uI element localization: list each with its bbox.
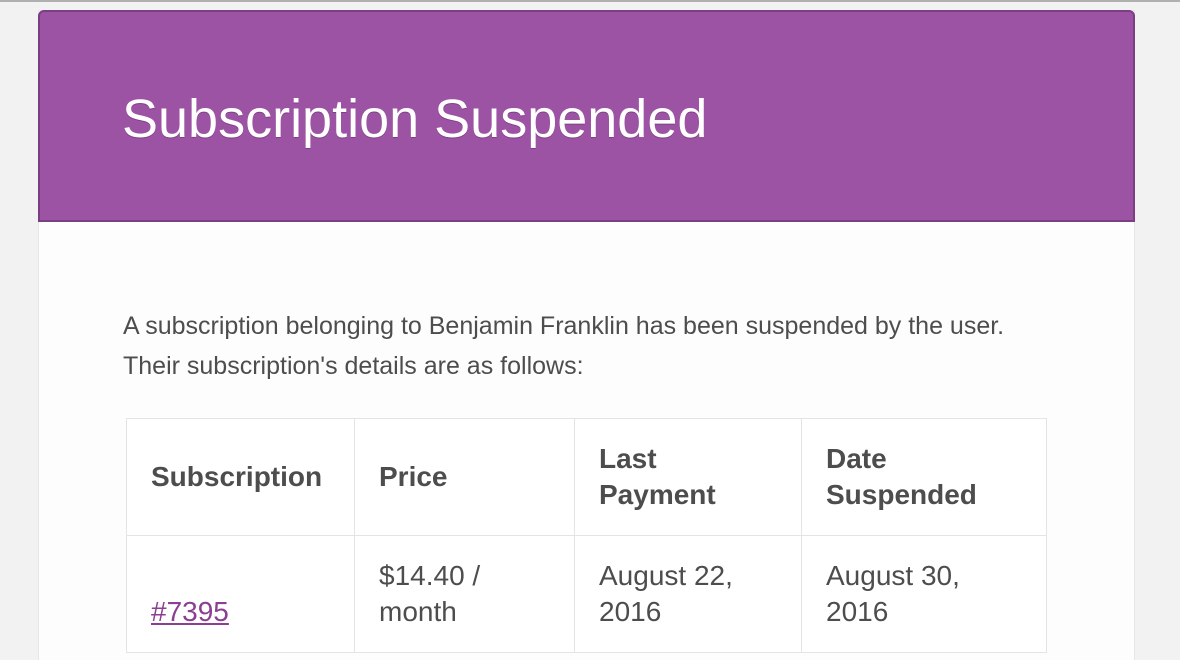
page-title: Subscription Suspended	[122, 89, 708, 149]
subscription-cell: #7395	[126, 535, 355, 653]
table-row: #7395 $14.40 / month August 22, 2016 Aug…	[126, 535, 1047, 653]
column-header-last-payment: Last Payment	[574, 418, 802, 536]
price-cell: $14.40 / month	[354, 535, 575, 653]
intro-paragraph: A subscription belonging to Benjamin Fra…	[123, 306, 1050, 386]
column-header-price: Price	[354, 418, 575, 536]
email-card: Subscription Suspended A subscription be…	[38, 10, 1135, 660]
date-suspended-cell: August 30, 2016	[801, 535, 1047, 653]
viewport-top-edge-line	[0, 0, 1180, 2]
subscription-details-table: Subscription Price Last Payment Date Sus…	[126, 418, 1047, 653]
last-payment-cell: August 22, 2016	[574, 535, 802, 653]
table-header-row: Subscription Price Last Payment Date Sus…	[126, 418, 1047, 536]
column-header-date-suspended: Date Suspended	[801, 418, 1047, 536]
column-header-subscription: Subscription	[126, 418, 355, 536]
email-body: A subscription belonging to Benjamin Fra…	[39, 222, 1134, 653]
intro-line-2: Their subscription's details are as foll…	[123, 352, 584, 380]
intro-line-1: A subscription belonging to Benjamin Fra…	[123, 312, 1005, 340]
email-header: Subscription Suspended	[38, 10, 1135, 222]
subscription-number-link[interactable]: #7395	[151, 596, 229, 627]
